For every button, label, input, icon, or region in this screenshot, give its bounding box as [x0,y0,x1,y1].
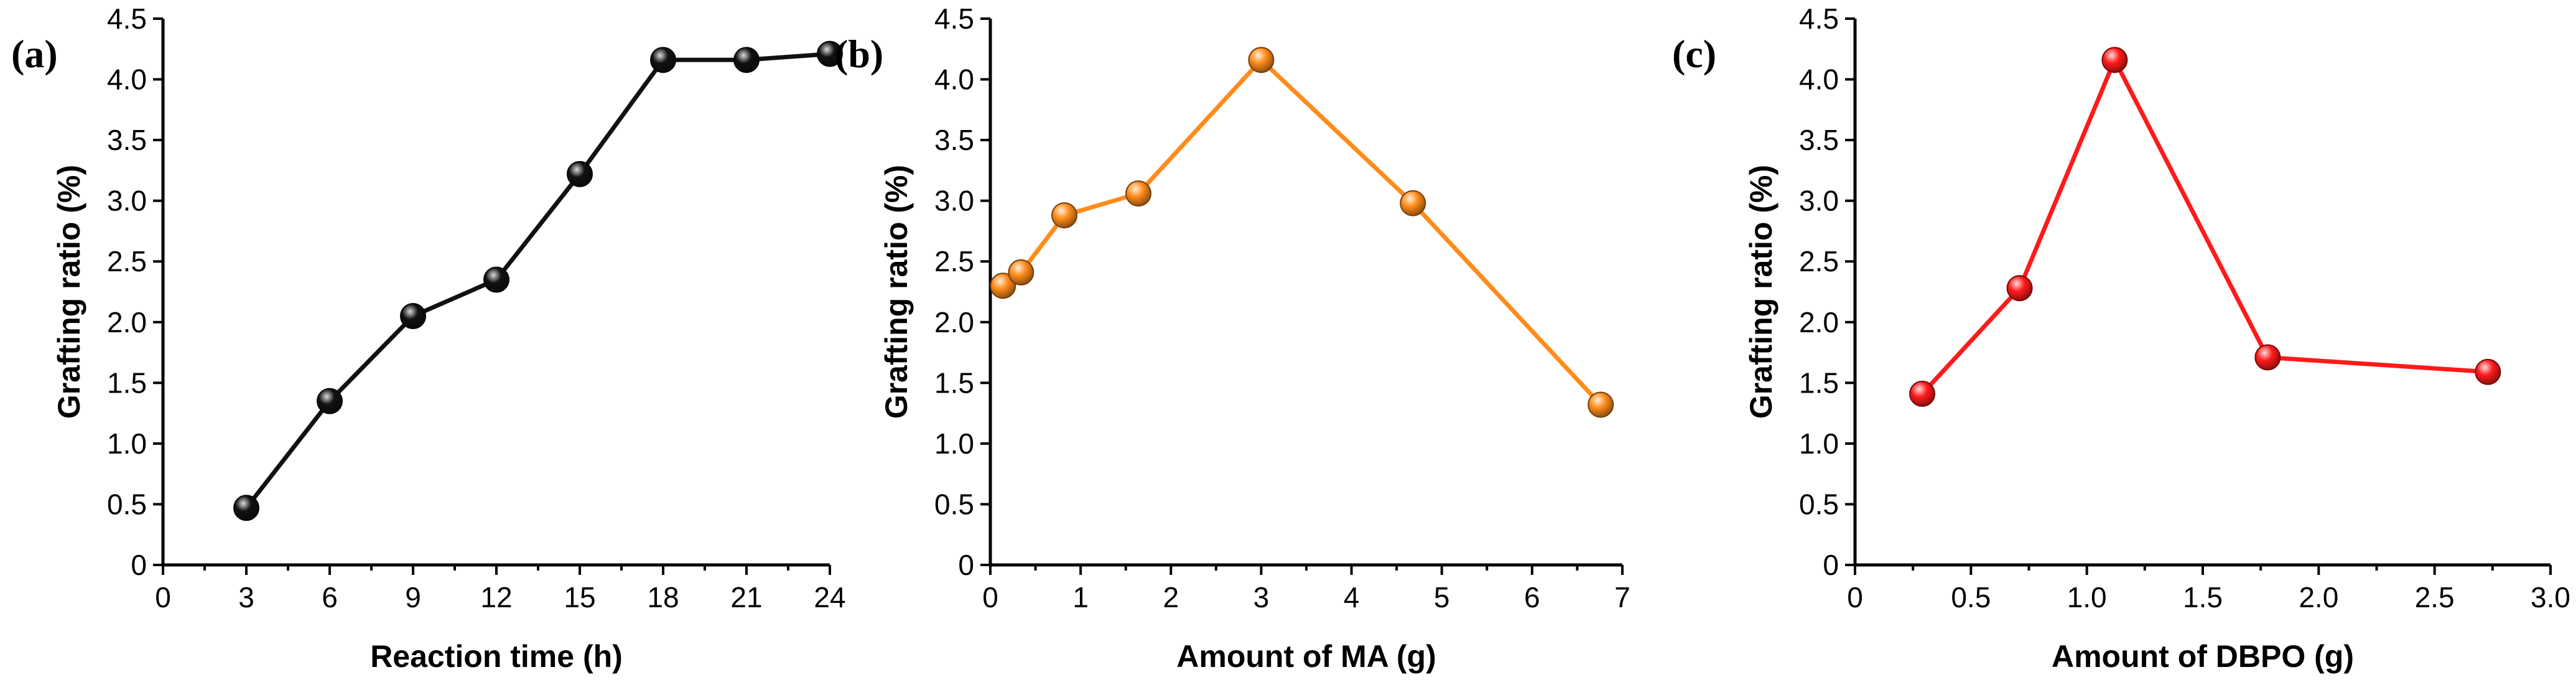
y-tick-label: 1.5 [934,366,974,399]
series-line [1002,57,1602,406]
y-tick-label: 2.0 [107,306,147,338]
data-point [733,47,760,73]
x-tick-label: 1.5 [2183,581,2223,613]
y-tick-label: 1.0 [1799,427,1839,460]
y-tick-label: 4.0 [107,63,147,96]
y-tick-label: 2.5 [107,245,147,277]
x-tick-label: 9 [405,581,421,613]
y-tick-label: 1.5 [107,366,147,399]
data-point [400,303,426,330]
x-tick-label: 1 [1072,581,1089,613]
x-tick-label: 21 [730,581,762,613]
x-tick-label: 5 [1434,581,1450,613]
data-point [1125,180,1152,207]
y-tick-label: 1.5 [1799,366,1839,399]
x-tick-label: 2.0 [2299,581,2338,613]
y-tick-label: 0.5 [934,488,974,520]
y-tick-label: 3.0 [934,185,974,217]
y-tick-label: 4.5 [107,2,147,35]
x-axis-title: Amount of DBPO (g) [2052,639,2354,674]
y-tick-label: 4.0 [1799,63,1839,96]
x-tick-label: 0 [982,581,998,613]
x-tick-label: 24 [814,581,845,613]
y-tick-label: 4.5 [934,2,974,35]
panel-label: (b) [835,32,883,76]
data-point [2254,344,2281,371]
y-tick-label: 3.0 [107,185,147,217]
x-tick-label: 3 [1253,581,1270,613]
y-tick-label: 2.5 [934,245,974,277]
data-point [650,47,676,73]
x-tick-label: 12 [480,581,512,613]
y-axis-title: Grafting ratio (%) [879,165,914,419]
data-point [233,495,259,521]
data-point [317,388,343,414]
x-tick-label: 2 [1163,581,1179,613]
data-point [1909,380,1936,407]
y-tick-label: 4.5 [1799,2,1839,35]
x-tick-label: 3.0 [2531,581,2570,613]
chart-panel-2: (c) 0 0.5 1.0 1.5 2.0 2.5 3.0 0 0.5 1.0 1.5 2.0 2.5 3.… [1672,2,2570,674]
y-tick-label: 1.0 [934,427,974,460]
x-tick-label: 2.5 [2415,581,2455,613]
y-tick-label: 3.0 [1799,185,1839,217]
data-point [990,273,1016,299]
y-tick-label: 2.5 [1799,245,1839,277]
y-tick-label: 0 [131,549,147,581]
x-tick-label: 15 [564,581,595,613]
x-tick-label: 4 [1344,581,1360,613]
x-tick-label: 6 [322,581,338,613]
data-point [1400,190,1426,217]
x-tick-label: 18 [647,581,679,613]
x-tick-label: 0 [1847,581,1863,613]
y-tick-label: 1.0 [107,427,147,460]
y-tick-label: 0.5 [107,488,147,520]
y-tick-label: 0 [1823,549,1839,581]
panel-label: (a) [11,32,58,76]
x-tick-label: 3 [238,581,254,613]
y-axis-title: Grafting ratio (%) [52,165,86,419]
panel-label: (c) [1672,32,1716,76]
x-tick-label: 0.5 [1951,581,1991,613]
data-point [1051,202,1078,229]
series-line [244,52,830,510]
series-line [1920,57,2488,396]
y-tick-label: 3.5 [1799,124,1839,156]
y-tick-label: 3.5 [107,124,147,156]
data-point [483,266,509,293]
x-axis-title: Reaction time (h) [370,639,623,674]
data-point [567,161,593,187]
x-tick-label: 1.0 [2067,581,2107,613]
data-point [2101,47,2128,73]
x-tick-label: 6 [1524,581,1540,613]
chart-panel-1: (b) 0 1 2 3 4 5 6 7 0 0.5 1.0 1.5 2.0 2.5 3.0 3.5 4.0 4.5 A… [835,2,1630,674]
y-tick-label: 2.0 [1799,306,1839,338]
y-axis-title: Grafting ratio (%) [1744,165,1779,419]
y-tick-label: 3.5 [934,124,974,156]
data-point [1008,259,1035,286]
data-point [817,40,843,67]
y-tick-label: 0 [958,549,974,581]
y-tick-label: 2.0 [934,306,974,338]
x-axis-title: Amount of MA (g) [1176,639,1436,674]
y-tick-label: 4.0 [934,63,974,96]
data-point [2475,358,2501,385]
chart-panel-0: (a) 0 3 6 9 12 15 18 21 24 0 0.5 1.0 1.5 2.0 2.5 3.0 3.5 4… [11,2,846,674]
data-point [1248,47,1275,73]
x-tick-label: 0 [155,581,171,613]
data-point [1588,391,1614,418]
x-tick-label: 7 [1614,581,1630,613]
data-point [2006,275,2033,302]
y-tick-label: 0.5 [1799,488,1839,520]
